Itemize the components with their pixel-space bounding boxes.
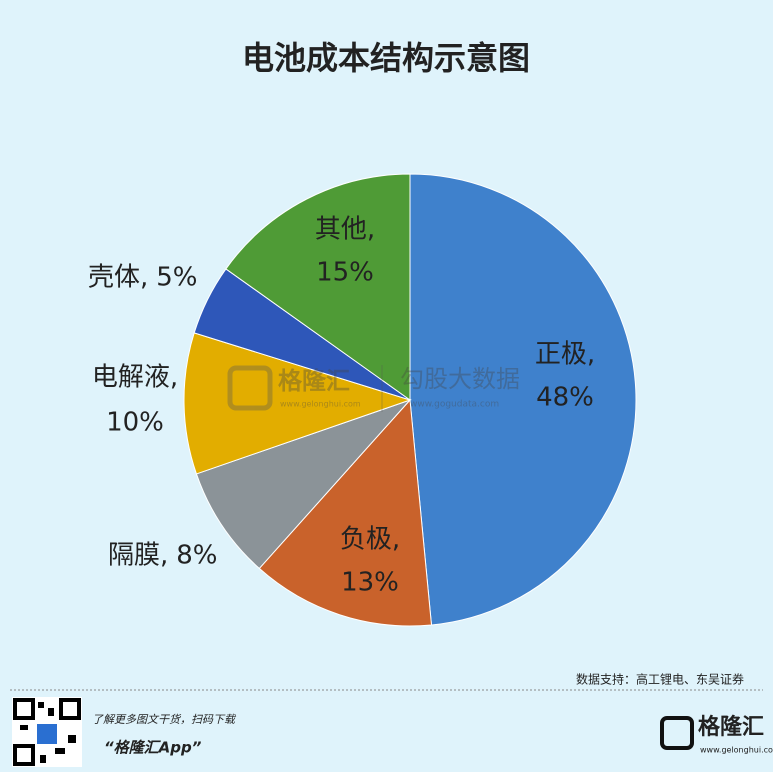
watermark-text: 勾股大数据 <box>400 365 520 393</box>
slice-label: 其他, <box>315 215 375 245</box>
watermark-url: www.gogudata.com <box>410 400 499 410</box>
value-label: 5% <box>156 263 197 293</box>
qr-code <box>12 697 82 767</box>
value-label: 15% <box>316 258 374 288</box>
slice-label: 电解液, <box>92 363 178 393</box>
logo-text: 格隆汇 <box>698 714 764 740</box>
pie-slice <box>225 173 411 401</box>
logo-url: www.gelonghui.com <box>700 746 773 755</box>
slice-label: 负极, <box>340 525 400 555</box>
chart-title: 电池成本结构示意图 <box>242 39 530 77</box>
value-label: 48% <box>536 383 594 413</box>
pie-slice <box>183 332 412 475</box>
value-label: 8% <box>176 541 217 571</box>
logo-icon <box>660 716 694 750</box>
pie-slice <box>195 398 412 570</box>
slice-label: 隔膜, <box>108 541 168 571</box>
value-label: 13% <box>341 568 399 598</box>
slice-label: 正极, <box>535 340 595 370</box>
source: 数据支持：高工锂电、东吴证券 <box>576 672 744 687</box>
pie-slice <box>258 398 433 627</box>
watermark-url: www.gelonghui.com <box>280 400 361 409</box>
watermark-text: 格隆汇 <box>278 367 350 395</box>
slice-label: 壳体, <box>88 263 148 293</box>
footer-app: “格隆汇App” <box>104 739 202 757</box>
pie <box>183 173 637 627</box>
value-label: 10% <box>106 408 164 438</box>
watermark-icon <box>227 365 273 411</box>
footer-text: 了解更多图文干货，扫码下载 <box>92 713 237 726</box>
pie-slice <box>409 173 637 626</box>
watermark: 格隆汇 www.gelonghui.com 勾股大数据 www.gogudata… <box>227 365 520 412</box>
